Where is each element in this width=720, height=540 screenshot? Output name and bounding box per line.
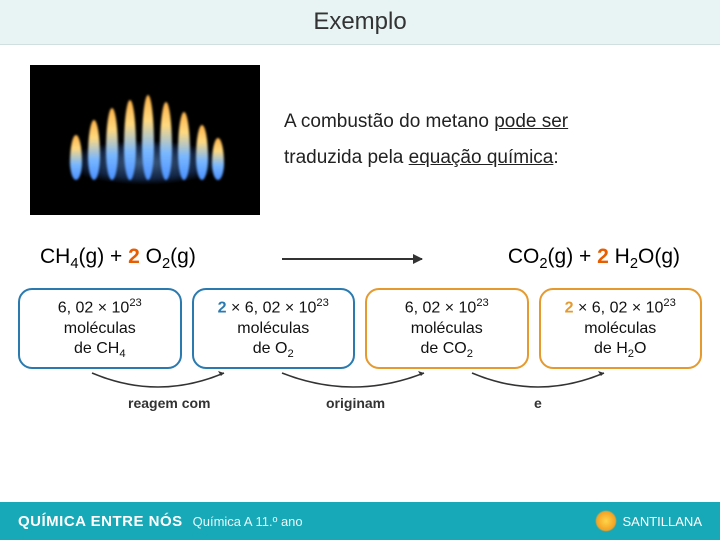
intro-line2-underlined: equação química: [409, 147, 554, 168]
equation-products: CO2(g) + 2 H2O(g): [508, 245, 680, 272]
connector-1: [278, 371, 428, 395]
chemical-equation: CH4(g) + 2 O2(g) CO2(g) + 2 H2O(g): [0, 225, 720, 280]
connector-label-2: e: [534, 395, 542, 411]
intro-section: A combustão do metano pode ser traduzida…: [0, 45, 720, 225]
reaction-arrow-icon: [282, 258, 422, 260]
molecule-box-0: 6, 02 × 1023moléculasde CH4: [18, 288, 182, 369]
flame-image: [30, 65, 260, 215]
slide-title: Exemplo: [0, 0, 720, 45]
connector-curve-icon: [278, 371, 428, 395]
footer-left: QUÍMICA ENTRE NÓS Química A 11.º ano: [18, 513, 303, 530]
equation-reactants: CH4(g) + 2 O2(g): [40, 245, 196, 272]
brand-main: QUÍMICA ENTRE NÓS: [18, 513, 183, 530]
connector-label-0: reagem com: [128, 395, 210, 411]
molecule-box-3: 2 × 6, 02 × 1023moléculasde H2O: [539, 288, 703, 369]
connector-2: [468, 371, 608, 395]
intro-line1-underlined: pode ser: [494, 111, 568, 132]
publisher-name: SANTILLANA: [623, 514, 702, 529]
connector-label-1: originam: [326, 395, 385, 411]
publisher-logo-icon: [595, 510, 617, 532]
molecule-box-2: 6, 02 × 1023moléculasde CO2: [365, 288, 529, 369]
connector-curve-icon: [468, 371, 608, 395]
intro-line2-post: :: [553, 147, 558, 168]
brand-sub: Química A 11.º ano: [193, 514, 303, 529]
molecule-box-1: 2 × 6, 02 × 1023moléculasde O2: [192, 288, 356, 369]
footer-bar: QUÍMICA ENTRE NÓS Química A 11.º ano SAN…: [0, 502, 720, 540]
intro-text: A combustão do metano pode ser traduzida…: [284, 104, 568, 176]
footer-right: SANTILLANA: [595, 510, 702, 532]
intro-line1-pre: A combustão do metano: [284, 111, 494, 132]
connector-curve-icon: [88, 371, 228, 395]
connectors-row: reagem com originam e: [18, 371, 702, 417]
connector-0: [88, 371, 228, 395]
molecule-boxes-row: 6, 02 × 1023moléculasde CH42 × 6, 02 × 1…: [0, 280, 720, 369]
intro-line2-pre: traduzida pela: [284, 147, 409, 168]
